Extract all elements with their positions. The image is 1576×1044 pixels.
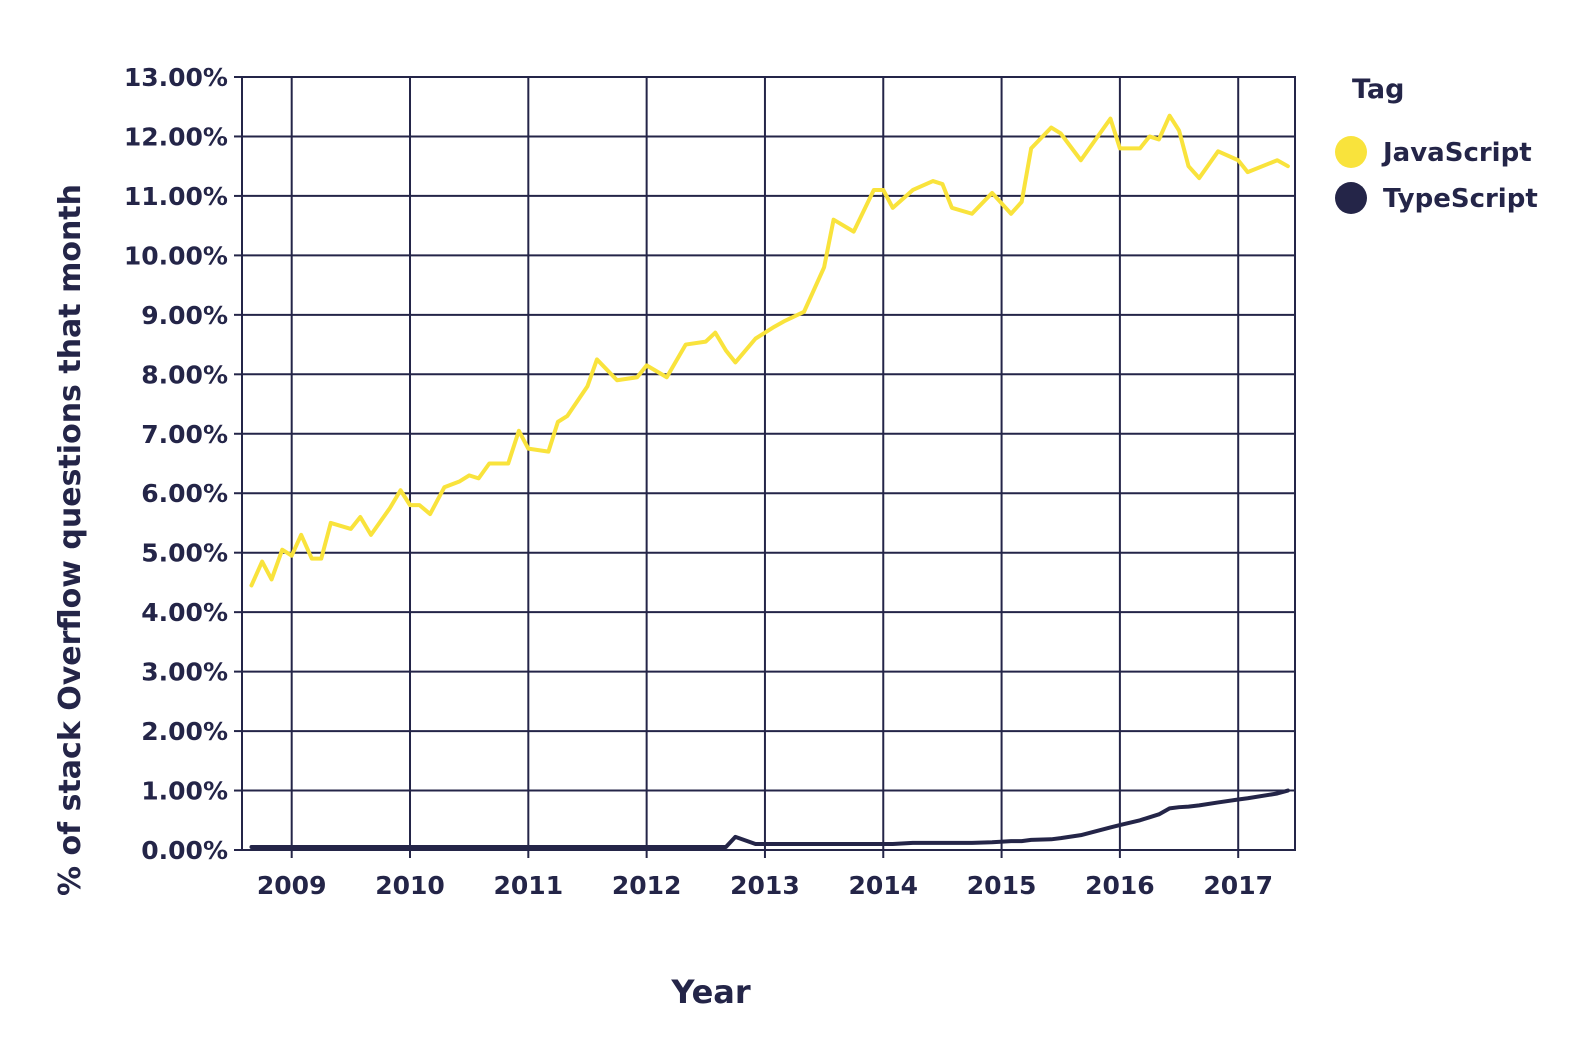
x-tick-label: 2017 <box>1203 871 1273 900</box>
y-tick-label: 7.00% <box>141 420 228 449</box>
legend-title: Tag <box>1352 74 1404 105</box>
y-tick-label: 3.00% <box>141 658 228 687</box>
x-tick-label: 2014 <box>848 871 918 900</box>
data-line <box>249 788 1290 850</box>
y-tick-label: 10.00% <box>124 241 228 270</box>
y-tick-label: 13.00% <box>124 63 228 92</box>
y-tick-label: 1.00% <box>141 777 228 806</box>
y-tick-label: 5.00% <box>141 539 228 568</box>
y-tick-label: 0.00% <box>141 836 228 865</box>
y-tick-label: 9.00% <box>141 301 228 330</box>
x-tick-label: 2012 <box>612 871 682 900</box>
y-tick-label: 2.00% <box>141 717 228 746</box>
x-tick-label: 2013 <box>730 871 800 900</box>
x-tick-label: 2010 <box>375 871 445 900</box>
y-tick-label: 12.00% <box>124 122 228 151</box>
plot-frame <box>241 76 1296 851</box>
y-tick-label: 11.00% <box>124 182 228 211</box>
x-axis-label: Year <box>670 973 751 1011</box>
x-tick-label: 2009 <box>257 871 327 900</box>
legend-label: TypeScript <box>1383 184 1538 214</box>
x-tick-label: 2011 <box>494 871 564 900</box>
legend-marker <box>1335 182 1367 214</box>
legend-marker <box>1335 136 1367 168</box>
y-axis-label: % of stack Overflow questions that month <box>53 184 88 896</box>
data-line <box>249 113 1290 588</box>
x-tick-label: 2016 <box>1085 871 1155 900</box>
legend-label: JavaScript <box>1381 138 1532 168</box>
y-tick-label: 8.00% <box>141 360 228 389</box>
y-tick-label: 6.00% <box>141 479 228 508</box>
y-tick-label: 4.00% <box>141 598 228 627</box>
x-tick-label: 2015 <box>967 871 1037 900</box>
